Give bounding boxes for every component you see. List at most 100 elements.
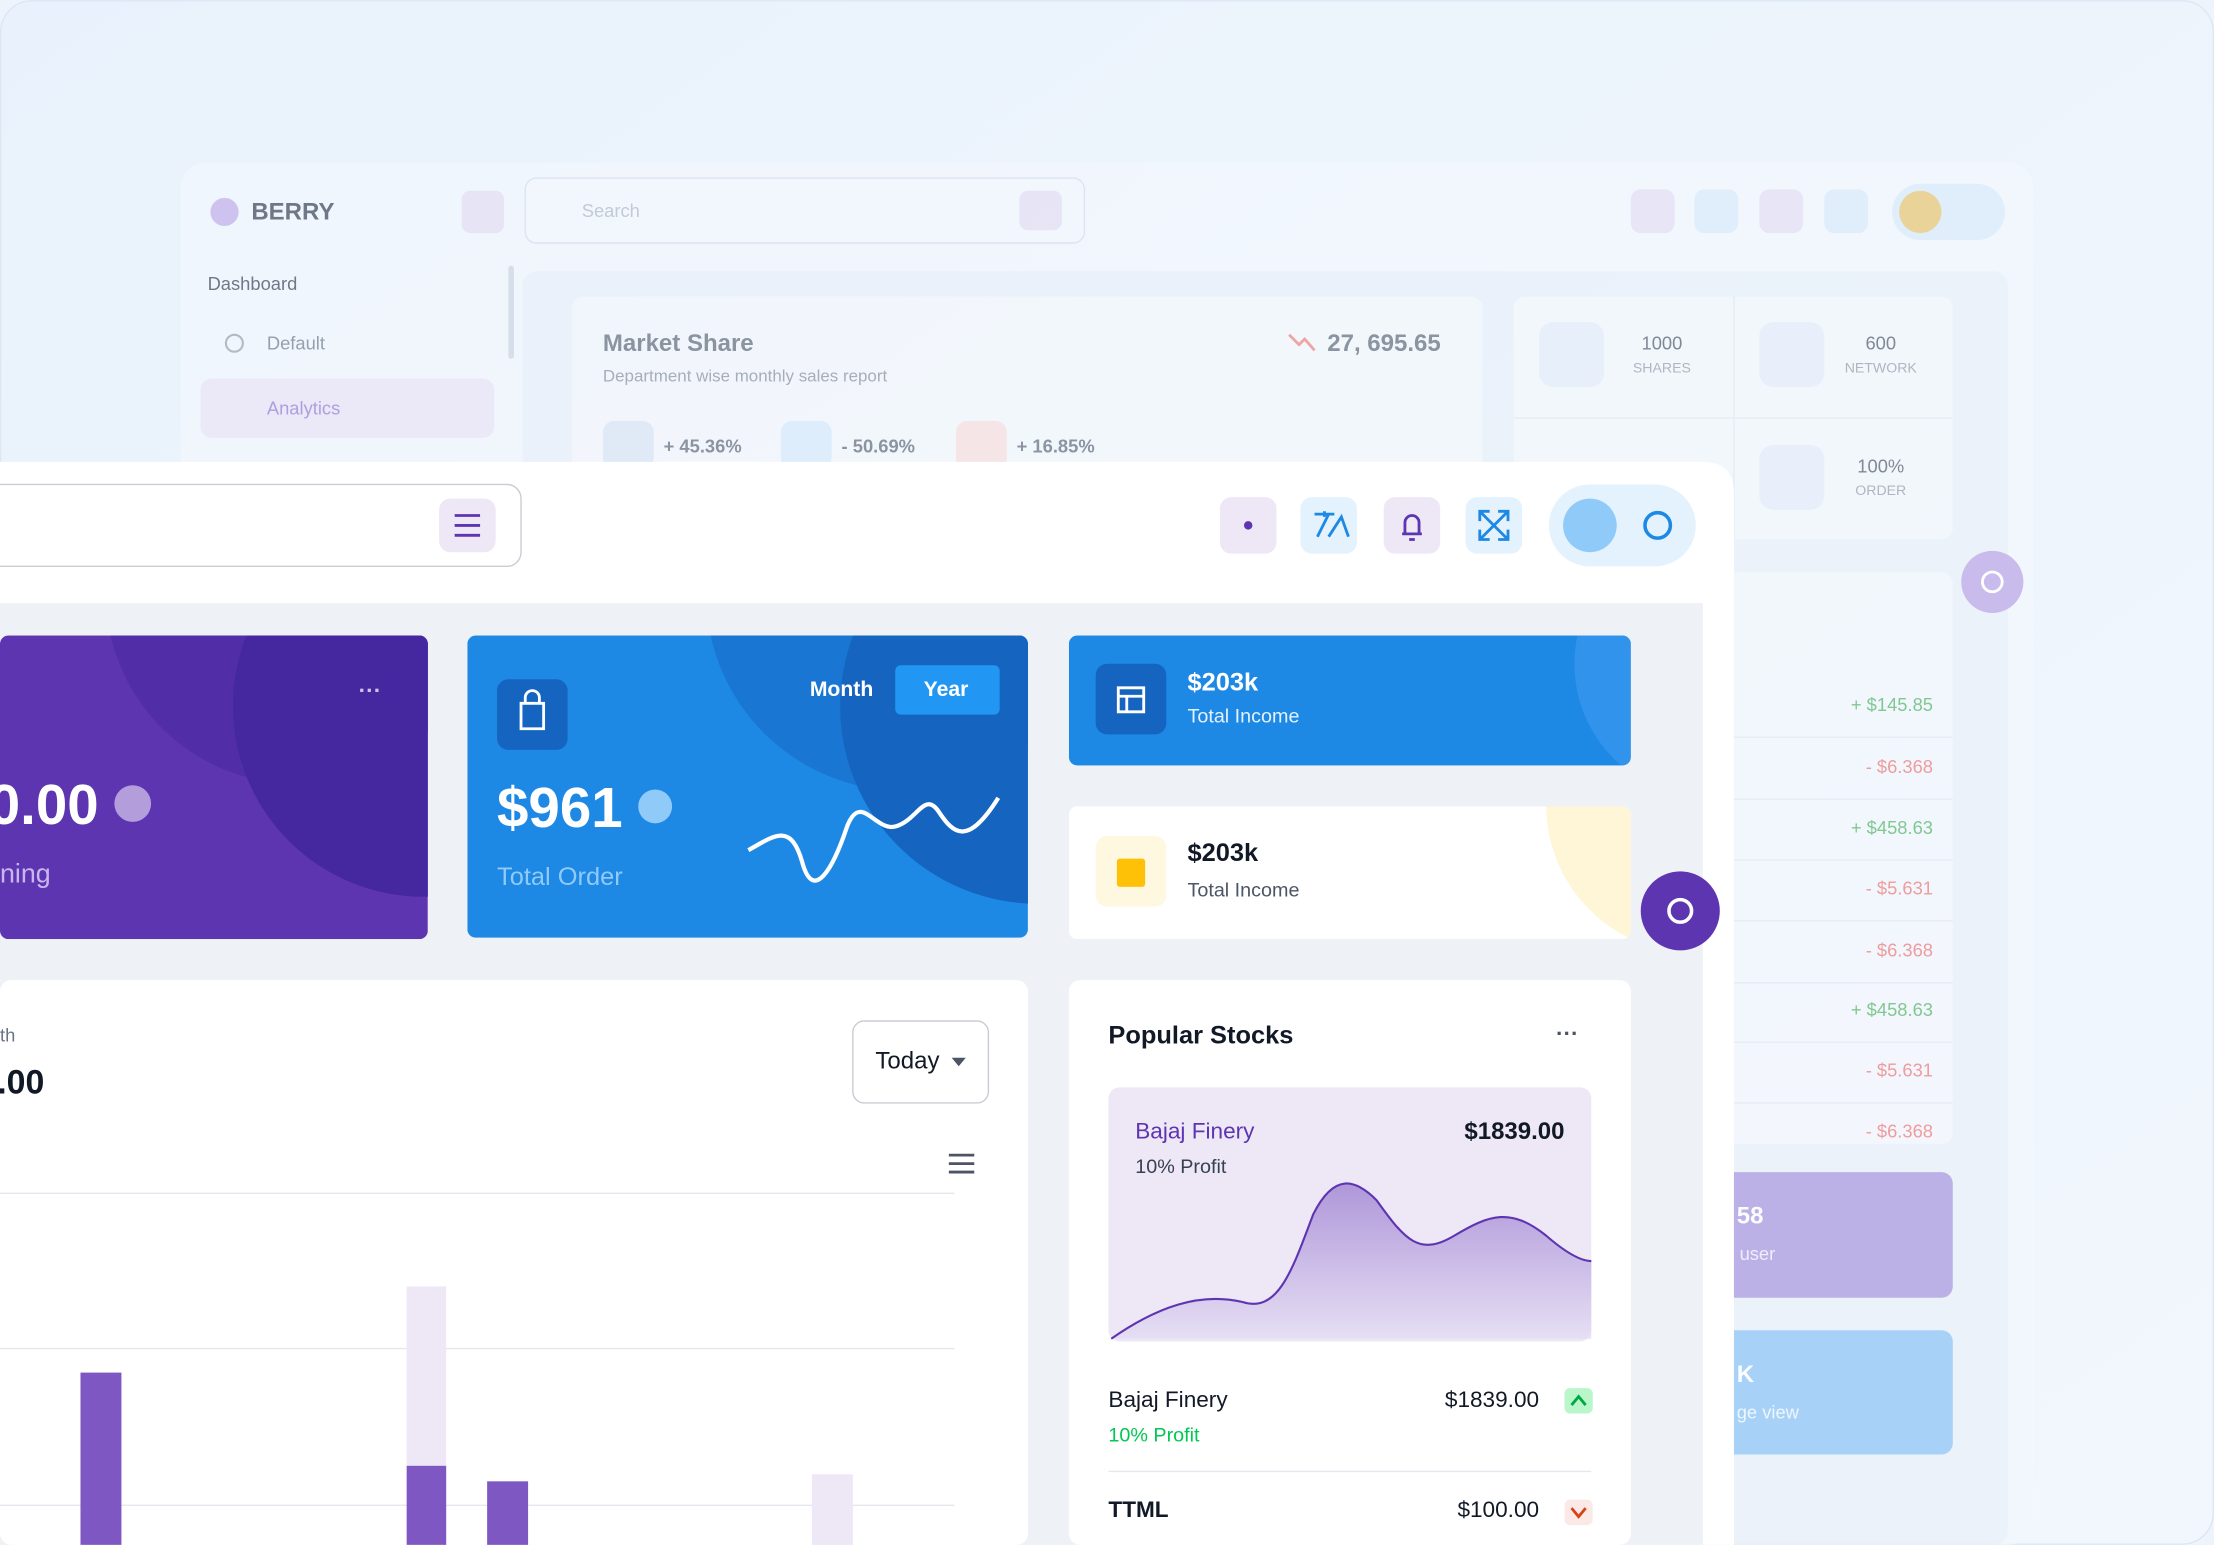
icon-button[interactable] [1824, 189, 1869, 234]
bar [811, 1474, 853, 1545]
translate-button[interactable] [1300, 497, 1357, 554]
store-glyph [1116, 858, 1146, 887]
toggle-year[interactable]: Year [924, 678, 969, 701]
notification-button[interactable] [1383, 497, 1441, 554]
changes-list: + $145.85 - $6.368 + $458.63 - $5.631 - $6.3… [1733, 694, 1953, 1141]
decoration [840, 635, 1028, 904]
tile-icon [1539, 322, 1605, 388]
menu-button[interactable] [461, 190, 505, 234]
more-button[interactable] [341, 663, 399, 721]
decoration [1546, 806, 1631, 940]
earning-label: ning [0, 859, 51, 889]
icon-button[interactable] [1630, 189, 1675, 234]
bar [487, 1481, 529, 1545]
filter-button[interactable] [1019, 190, 1062, 231]
growth-label: th [0, 1024, 15, 1045]
stock-name: Bajaj Finery [1135, 1119, 1255, 1144]
search-box[interactable] [524, 177, 1086, 244]
change-value: - $6.368 [1866, 940, 1933, 961]
trend-badge [638, 789, 673, 824]
table-icon [1095, 663, 1167, 735]
growth-value: .00 [0, 1064, 44, 1102]
toggle-year-button[interactable] [895, 665, 1000, 715]
stock-price: $1839.00 [1464, 1118, 1564, 1145]
card-title: Market Share [603, 330, 754, 357]
tile-icon [1759, 322, 1825, 388]
signal-icon [1243, 521, 1253, 530]
up-icon [1570, 1394, 1587, 1406]
down-badge [1564, 1499, 1593, 1526]
card-value: 58 [1737, 1203, 1764, 1230]
period-value: Today [875, 1047, 939, 1074]
change-value: - $6.368 [1866, 1120, 1933, 1141]
grid-lines [0, 1192, 955, 1507]
order-label: Total Order [497, 863, 623, 891]
logo [210, 197, 239, 227]
stock-price: $100.00 [1457, 1497, 1539, 1522]
nav-item[interactable]: Analytics [267, 397, 340, 418]
change-value: - $5.631 [1866, 878, 1933, 899]
settings-fab[interactable] [1640, 871, 1720, 951]
tile-value: 100% [1857, 455, 1904, 476]
stock-profit: 10% Profit [1135, 1156, 1227, 1178]
filter-icon [454, 514, 481, 537]
brand: BERRY [251, 199, 334, 226]
more-icon: ··· [359, 678, 382, 703]
earning-value: 0.00 [0, 773, 99, 836]
user-card [1694, 1172, 1953, 1298]
avatar [1899, 190, 1942, 234]
bag-icon [497, 679, 568, 750]
stock-area [1111, 1183, 1592, 1339]
more-icon[interactable]: ··· [1556, 1021, 1579, 1046]
stock-name: Bajaj Finery [1108, 1387, 1228, 1412]
income-label: Total Income [1187, 879, 1299, 901]
social-icon [780, 420, 832, 469]
stock-profit: 10% Profit [1108, 1424, 1200, 1446]
down-icon [1570, 1507, 1587, 1519]
settings-fab[interactable] [1961, 550, 2024, 613]
nav-icon [224, 333, 244, 353]
tile-value: 1000 [1642, 333, 1683, 354]
change-value: + $458.63 [1851, 999, 1933, 1020]
foreground-app: ··· 0.00 ning Month Year $961 Total Orde… [0, 461, 1734, 1545]
scrollbar [508, 265, 514, 359]
stock-name: TTML [1108, 1497, 1168, 1522]
change-value: + $458.63 [1851, 817, 1933, 838]
nav-active[interactable] [200, 378, 495, 438]
settings-icon [1981, 570, 2004, 594]
page-view-card [1694, 1330, 1953, 1455]
sidebar-heading: Dashboard [208, 273, 298, 294]
stock-line [1110, 1182, 1592, 1340]
period-select[interactable] [852, 1020, 990, 1104]
up-badge [1564, 1388, 1593, 1414]
stat-change: - 50.69% [842, 436, 915, 457]
bell-icon [1402, 514, 1422, 541]
settings-icon [1643, 510, 1673, 540]
icon-button[interactable] [1759, 189, 1804, 234]
tile-label: SHARES [1633, 359, 1691, 375]
bar [406, 1286, 447, 1466]
change-value: + $145.85 [1851, 694, 1933, 715]
bag-glyph [519, 689, 546, 731]
income-value: $203k [1187, 668, 1259, 696]
chart-menu[interactable] [948, 1153, 975, 1174]
tile-value: 600 [1865, 333, 1896, 354]
icon-button[interactable] [1694, 189, 1739, 234]
trend-badge [114, 785, 152, 822]
bar [80, 1372, 122, 1545]
stat-change: + 16.85% [1017, 436, 1095, 457]
change-value: - $5.631 [1866, 1060, 1933, 1081]
income-label: Total Income [1187, 706, 1299, 728]
social-icon [955, 420, 1007, 469]
nav-item[interactable]: Default [267, 333, 325, 354]
social-icon [602, 420, 654, 469]
fullscreen-icon [1478, 509, 1510, 541]
search-box[interactable] [0, 483, 522, 568]
bar [406, 1465, 447, 1545]
toggle-month[interactable]: Month [810, 678, 873, 701]
sparkline [747, 796, 1001, 883]
search-placeholder: Search [582, 200, 640, 221]
table-glyph [1116, 686, 1146, 714]
card-value: K [1737, 1361, 1755, 1388]
